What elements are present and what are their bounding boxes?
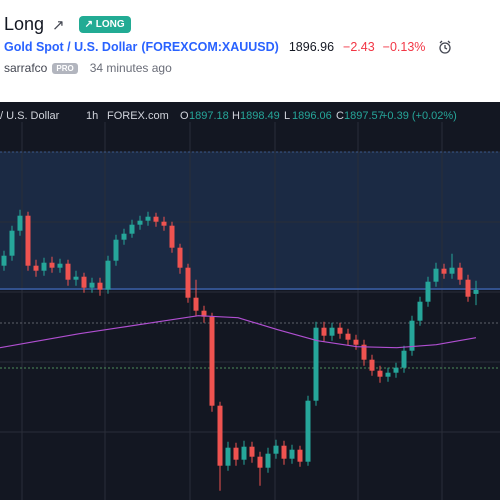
candle-body — [409, 320, 415, 351]
candle-body — [361, 344, 367, 360]
candle-body — [417, 301, 423, 321]
ohlc-label: H — [232, 110, 240, 122]
candle-body — [321, 327, 327, 336]
title-row: Long ↗ ↗ LONG — [4, 14, 131, 35]
candle-body — [17, 215, 23, 231]
candle-body — [65, 263, 71, 280]
candle-body — [329, 327, 335, 336]
author[interactable]: sarrafco — [4, 61, 48, 75]
clock-icon[interactable] — [437, 39, 453, 55]
candle-body — [433, 268, 439, 282]
candle-body — [313, 327, 319, 401]
candle-body — [441, 268, 447, 274]
candle-body — [225, 447, 231, 466]
time: 34 minutes ago — [89, 61, 172, 75]
author-row: sarrafco PRO 34 minutes ago — [4, 61, 172, 75]
candle-body — [465, 279, 471, 297]
candle-body — [457, 267, 463, 280]
candle-body — [257, 456, 263, 468]
candle-body — [185, 267, 191, 298]
pro-badge: PRO — [52, 62, 78, 74]
candle-body — [121, 233, 127, 240]
candle-body — [305, 400, 311, 462]
candle-body — [169, 225, 175, 248]
candle-body — [25, 215, 31, 266]
candle-body — [105, 260, 111, 290]
change-pct: −0.13% — [382, 40, 426, 54]
candle-body — [73, 276, 79, 280]
long-badge: ↗ LONG — [78, 16, 131, 33]
ohlc-change: +0.39 (+0.02%) — [381, 110, 457, 122]
ohlc-legend: / U.S. Dollar 1h FOREX.com O 1897.18 H 1898… — [0, 110, 457, 122]
arrow-icon: ↗ — [52, 16, 65, 34]
candle-body — [233, 447, 239, 460]
candle-body — [401, 350, 407, 368]
idea-header: Long ↗ ↗ LONG Gold Spot / U.S. Dollar (F… — [0, 0, 500, 102]
candle-body — [265, 453, 271, 468]
candle-body — [377, 370, 383, 377]
badge-text: LONG — [95, 19, 125, 30]
candle-body — [337, 327, 343, 334]
candle-body — [161, 221, 167, 226]
candle-body — [57, 263, 63, 268]
ohlc-value: 1896.06 — [292, 110, 332, 122]
candle-body — [113, 239, 119, 261]
candle-body — [241, 446, 247, 460]
candle-body — [129, 224, 135, 234]
candle-body — [1, 255, 7, 266]
change: −2.43 — [343, 40, 375, 54]
target-zone — [0, 152, 500, 290]
candle-body — [9, 230, 15, 256]
candle-body — [49, 262, 55, 268]
candle-body — [33, 265, 39, 271]
candle-body — [81, 276, 87, 288]
candle-body — [449, 267, 455, 274]
candle-body — [353, 339, 359, 345]
candle-body — [209, 316, 215, 406]
candle-body — [201, 310, 207, 317]
candle-body — [273, 445, 279, 454]
candle-body — [473, 290, 479, 294]
chart: / U.S. Dollar 1h FOREX.com O 1897.18 H 1898… — [0, 102, 500, 500]
candle-body — [289, 449, 295, 459]
candle-body — [385, 372, 391, 377]
legend-symbol: / U.S. Dollar — [0, 110, 60, 122]
price: 1896.96 — [288, 40, 335, 54]
candle-body — [393, 367, 399, 373]
candle-body — [137, 220, 143, 225]
ohlc-value: 1897.18 — [189, 110, 229, 122]
candle-body — [145, 216, 151, 221]
candle-body — [297, 449, 303, 462]
candle-body — [425, 281, 431, 302]
ohlc-label: O — [180, 110, 189, 122]
ohlc-value: 1898.49 — [240, 110, 280, 122]
candle-body — [97, 282, 103, 290]
symbol-row: Gold Spot / U.S. Dollar (FOREXCOM:XAUUSD… — [4, 39, 453, 55]
candle-body — [369, 359, 375, 371]
candle-body — [41, 262, 47, 271]
candle-body — [193, 297, 199, 311]
candle-body — [177, 247, 183, 268]
candle-body — [281, 445, 287, 459]
symbol[interactable]: Gold Spot / U.S. Dollar — [4, 40, 138, 54]
legend-interval: 1h — [86, 110, 98, 122]
idea-title: Long — [4, 14, 45, 34]
candle-body — [89, 282, 95, 288]
ohlc-label: C — [336, 110, 344, 122]
moving-average — [0, 315, 477, 349]
legend-source: FOREX.com — [107, 110, 169, 122]
candle-body — [249, 446, 255, 457]
candle-body — [217, 405, 223, 466]
ohlc-label: L — [284, 110, 290, 122]
candle-body — [153, 216, 159, 222]
ticker[interactable]: (FOREXCOM:XAUUSD) — [141, 40, 279, 54]
candle-body — [345, 333, 351, 340]
ohlc-value: 1897.57 — [344, 110, 384, 122]
